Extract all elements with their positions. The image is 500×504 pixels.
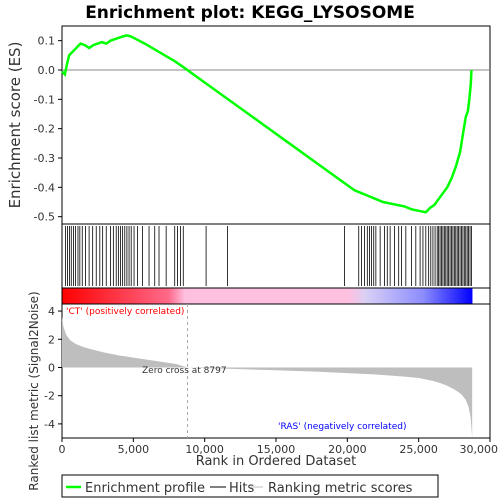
metric-y-axis-label: Ranked list metric (Signal2Noise) — [27, 291, 41, 490]
es-y-tick-label: -0.5 — [34, 211, 55, 224]
x-tick-label: 30,000 — [460, 443, 499, 456]
metric-y-tick-label: -4 — [44, 418, 55, 431]
es-y-axis: 0.1 0.0 -0.1 -0.2 -0.3 -0.4 -0.5 — [34, 35, 62, 224]
metric-y-tick-label: -2 — [44, 390, 55, 403]
es-y-tick-label: -0.1 — [34, 93, 55, 106]
x-tick-label: 15,000 — [257, 443, 296, 456]
enrichment-panel: 0.1 0.0 -0.1 -0.2 -0.3 -0.4 -0.5 Enrichment sc… — [6, 25, 491, 225]
x-axis-label: Rank in Ordered Dataset — [196, 454, 357, 469]
legend: Enrichment profile Hits Ranking metric s… — [61, 474, 439, 498]
legend-label-hits: Hits — [229, 481, 254, 496]
metric-y-tick-label: 2 — [48, 333, 55, 346]
legend-box — [61, 474, 439, 498]
enrichment-plot-area — [61, 25, 491, 225]
x-tick-label: 0 — [59, 443, 66, 456]
rank-x-axis: 0 5,000 10,000 15,000 20,000 25,000 30,000 — [59, 438, 499, 456]
hits-panel — [61, 223, 491, 305]
hits-area — [61, 223, 491, 289]
es-y-tick-label: -0.3 — [34, 152, 55, 165]
negative-correlation-label: 'RAS' (negatively correlated) — [278, 422, 406, 432]
es-y-tick-label: -0.4 — [34, 181, 55, 194]
es-y-tick-label: -0.2 — [34, 123, 55, 136]
chart-title: Enrichment plot: KEGG_LYSOSOME — [85, 3, 415, 23]
x-tick-label: 20,000 — [328, 443, 367, 456]
positive-correlation-label: 'CT' (positively correlated) — [66, 307, 184, 317]
enrichment-profile-line — [61, 34, 473, 214]
es-y-tick-label: 0.0 — [38, 64, 56, 77]
ranking-color-bar — [62, 288, 473, 304]
x-tick-label: 5,000 — [118, 443, 150, 456]
metric-panel: 4 2 0 -2 -4 0 5,000 10,000 15,000 20,000 25,000 30… — [27, 291, 498, 490]
es-y-tick-label: 0.1 — [38, 35, 56, 48]
x-tick-label: 10,000 — [185, 443, 224, 456]
metric-y-tick-label: 0 — [48, 361, 55, 374]
x-tick-label: 25,000 — [399, 443, 438, 456]
legend-label-metric: Ranking metric scores — [268, 481, 413, 496]
metric-y-tick-label: 4 — [48, 305, 55, 318]
legend-label-enrichment: Enrichment profile — [85, 481, 205, 496]
es-y-axis-label: Enrichment score (ES) — [6, 42, 24, 209]
hit-marks — [65, 226, 472, 286]
zero-cross-label: Zero cross at 8797 — [142, 366, 227, 376]
metric-y-axis: 4 2 0 -2 -4 — [44, 305, 62, 431]
